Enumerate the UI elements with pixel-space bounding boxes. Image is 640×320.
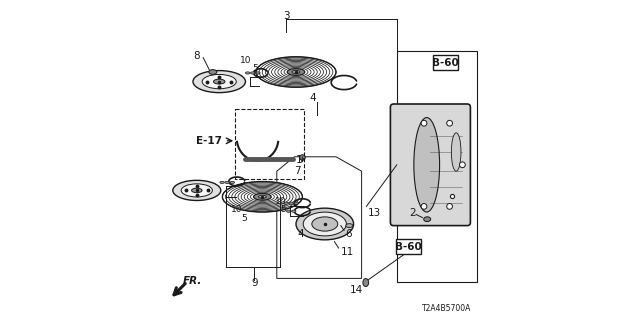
Text: 10: 10 [231, 205, 243, 214]
FancyBboxPatch shape [390, 104, 470, 226]
FancyBboxPatch shape [433, 55, 458, 70]
FancyBboxPatch shape [396, 239, 421, 254]
Ellipse shape [460, 162, 465, 168]
Ellipse shape [447, 204, 452, 209]
Ellipse shape [421, 120, 427, 126]
Ellipse shape [193, 71, 246, 92]
Text: 4: 4 [298, 228, 304, 239]
Ellipse shape [173, 180, 221, 200]
Text: 10: 10 [240, 56, 251, 65]
Text: FR.: FR. [183, 276, 202, 286]
Text: 14: 14 [350, 284, 364, 295]
Ellipse shape [213, 79, 225, 84]
Ellipse shape [191, 188, 202, 193]
Ellipse shape [287, 210, 291, 212]
Ellipse shape [303, 212, 346, 236]
Ellipse shape [202, 75, 236, 89]
Ellipse shape [246, 72, 250, 74]
Text: B-60: B-60 [395, 242, 422, 252]
Ellipse shape [256, 57, 336, 87]
Ellipse shape [287, 69, 305, 75]
Ellipse shape [220, 181, 225, 184]
Ellipse shape [250, 72, 255, 74]
Ellipse shape [256, 72, 260, 74]
Ellipse shape [414, 117, 440, 212]
Ellipse shape [225, 181, 230, 184]
Ellipse shape [424, 217, 431, 222]
Text: 4: 4 [309, 92, 316, 103]
Ellipse shape [296, 208, 354, 240]
Text: 10: 10 [275, 197, 287, 206]
Text: 11: 11 [340, 247, 354, 257]
Text: 2: 2 [410, 208, 416, 218]
Ellipse shape [312, 217, 338, 231]
Text: 1: 1 [296, 155, 302, 165]
Text: 13: 13 [367, 208, 381, 218]
Ellipse shape [451, 133, 461, 171]
Text: B-60: B-60 [432, 58, 458, 68]
Ellipse shape [259, 195, 266, 198]
Ellipse shape [346, 224, 353, 228]
Ellipse shape [294, 202, 298, 204]
Text: 8: 8 [193, 51, 200, 61]
Text: 3: 3 [283, 11, 290, 21]
Ellipse shape [292, 210, 296, 212]
Ellipse shape [230, 181, 235, 184]
Text: 5: 5 [252, 64, 258, 73]
Text: 5: 5 [281, 205, 287, 214]
Text: 7: 7 [294, 166, 301, 176]
Ellipse shape [181, 184, 212, 197]
Ellipse shape [447, 120, 452, 126]
Text: 9: 9 [251, 278, 258, 288]
Ellipse shape [209, 70, 217, 75]
Text: 5: 5 [242, 214, 248, 223]
Ellipse shape [292, 70, 300, 74]
Ellipse shape [223, 182, 302, 212]
Ellipse shape [284, 202, 288, 204]
Text: T2A4B5700A: T2A4B5700A [422, 304, 471, 313]
Ellipse shape [363, 278, 369, 287]
Ellipse shape [421, 204, 427, 209]
Ellipse shape [289, 202, 293, 204]
Text: 6: 6 [345, 228, 351, 239]
Text: E-17: E-17 [196, 136, 223, 146]
Ellipse shape [253, 194, 271, 200]
